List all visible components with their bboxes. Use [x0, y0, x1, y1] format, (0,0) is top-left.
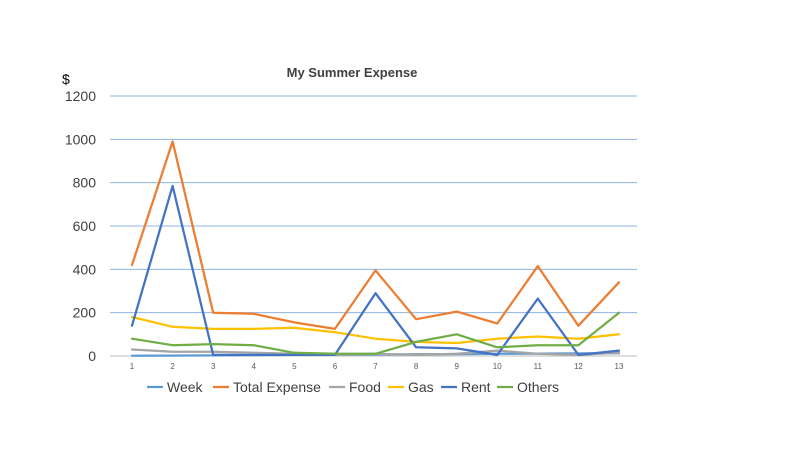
x-tick-label: 13	[615, 362, 624, 371]
series-lines	[130, 140, 621, 357]
legend: Week Total Expense Food Gas Rent Others	[147, 379, 559, 395]
x-axis-ticks: 1 2 3 4 5 6 7 8 9 10 11 12 13	[130, 362, 624, 371]
legend-item: Others	[497, 379, 559, 395]
x-tick-label: 1	[130, 362, 135, 371]
x-tick-label: 7	[373, 362, 378, 371]
legend-item: Rent	[441, 379, 491, 395]
legend-item: Food	[329, 379, 381, 395]
x-tick-label: 2	[170, 362, 175, 371]
y-tick-label: 0	[88, 348, 96, 364]
y-axis-label: $	[62, 71, 70, 87]
legend-label: Gas	[408, 379, 434, 395]
x-tick-label: 8	[414, 362, 419, 371]
legend-item: Total Expense	[213, 379, 321, 395]
x-tick-label: 5	[292, 362, 297, 371]
legend-item: Week	[147, 379, 204, 395]
series-line-others	[130, 311, 621, 355]
y-tick-label: 600	[73, 218, 97, 234]
series-line-total-expense	[130, 140, 621, 331]
x-tick-label: 12	[574, 362, 583, 371]
series-line-rent	[130, 184, 621, 357]
y-tick-label: 800	[73, 175, 97, 191]
x-tick-label: 9	[454, 362, 459, 371]
y-tick-label: 200	[73, 305, 97, 321]
legend-label: Rent	[461, 379, 491, 395]
x-tick-label: 4	[252, 362, 257, 371]
x-tick-label: 10	[493, 362, 502, 371]
legend-label: Food	[349, 379, 381, 395]
gridlines	[110, 95, 637, 357]
y-axis-ticks: 0 200 400 600 800 1000 1200	[65, 88, 96, 364]
x-tick-label: 11	[534, 362, 543, 371]
x-tick-label: 6	[333, 362, 338, 371]
legend-label: Week	[167, 379, 204, 395]
y-tick-label: 1200	[65, 88, 96, 104]
y-tick-label: 400	[73, 261, 97, 277]
x-tick-label: 3	[211, 362, 216, 371]
legend-item: Gas	[388, 379, 434, 395]
series-line-gas	[130, 315, 621, 345]
legend-label: Total Expense	[233, 379, 321, 395]
y-tick-label: 1000	[65, 131, 96, 147]
chart-title: My Summer Expense	[287, 65, 418, 80]
legend-label: Others	[517, 379, 559, 395]
